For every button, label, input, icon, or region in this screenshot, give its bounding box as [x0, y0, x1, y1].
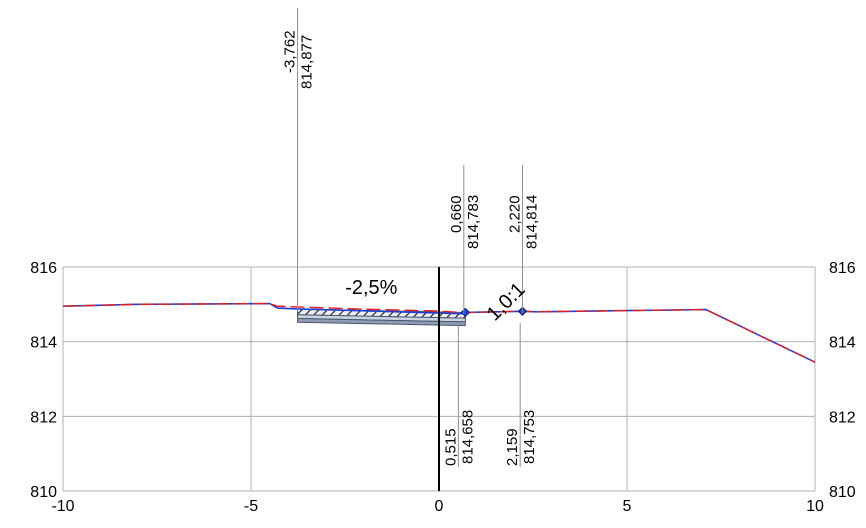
top-elevation-label-2: 814,814	[523, 195, 540, 249]
bottom-offset-label-0: 0,515	[442, 428, 459, 466]
x-tick-label-1: -5	[244, 498, 258, 515]
y-tick-label-left-3: 816	[30, 260, 57, 277]
top-offset-label-2: 2,220	[506, 195, 523, 233]
bottom-elevation-label-1: 814,753	[521, 410, 538, 464]
bottom-elevation-label-0: 814,658	[459, 410, 476, 464]
pavement-layer-2	[297, 318, 466, 327]
y-tick-label-left-0: 810	[30, 484, 57, 501]
x-tick-label-4: 10	[806, 498, 824, 515]
y-tick-label-left-1: 812	[30, 409, 57, 426]
pavement-layers	[297, 308, 466, 327]
slope-annotation: -2,5%	[345, 277, 397, 299]
station-labels: -3,762 814,877 0,660 814,783 2,220 814,814 0,5…	[282, 30, 541, 466]
x-tick-label-2: 0	[435, 498, 444, 515]
y-tick-label-right-1: 812	[829, 409, 856, 426]
x-tick-label-0: -10	[51, 498, 74, 515]
y-tick-label-right-2: 814	[829, 335, 856, 352]
y-tick-label-right-0: 810	[829, 484, 856, 501]
y-tick-label-right-3: 816	[829, 260, 856, 277]
top-offset-label-0: -3,762	[282, 30, 299, 73]
top-elevation-label-0: 814,877	[299, 35, 316, 89]
y-tick-label-left-2: 814	[30, 335, 57, 352]
x-tick-label-3: 5	[623, 498, 632, 515]
top-elevation-label-1: 814,783	[465, 195, 482, 249]
bottom-offset-label-1: 2,159	[504, 428, 521, 466]
station-guides	[297, 8, 523, 491]
top-offset-label-1: 0,660	[448, 195, 465, 233]
axis-ticks: -10 -5 0 5 10 810 810 812 812 814 814 816 816	[30, 260, 856, 515]
